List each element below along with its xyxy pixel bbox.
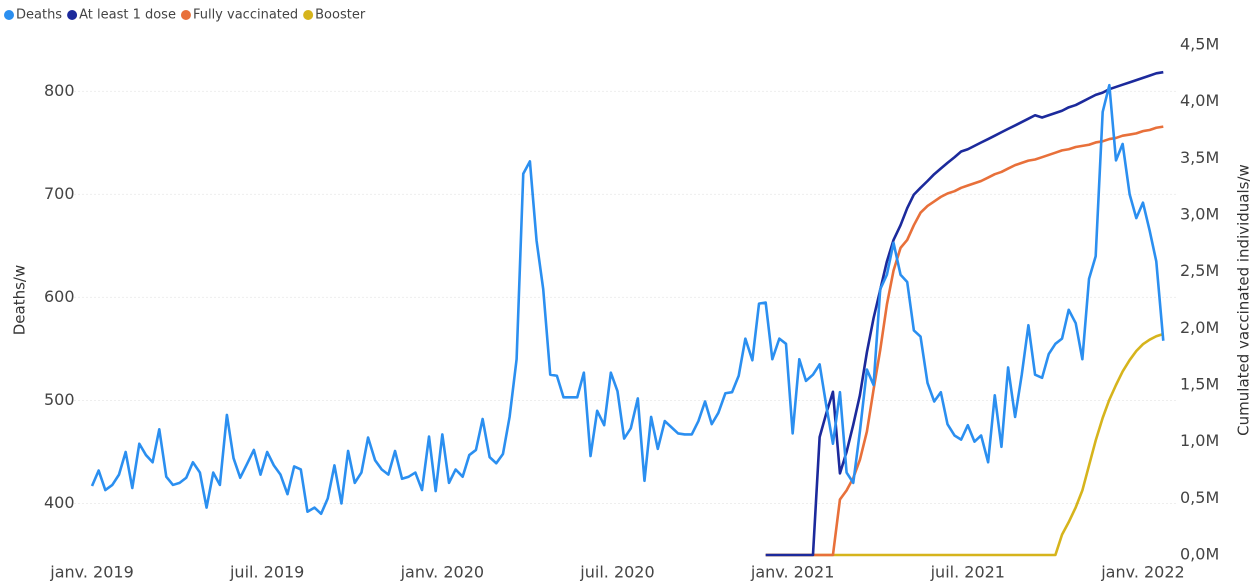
x-tick-label: janv. 2019 (49, 563, 134, 582)
series-line (90, 83, 1165, 516)
y2-tick-label: 2,0M (1180, 318, 1219, 337)
series-line (765, 70, 1164, 557)
legend-label: At least 1 dose (79, 8, 176, 23)
legend-marker (4, 10, 14, 20)
y2-tick-label: 3,5M (1180, 148, 1219, 167)
x-tick-label: juil. 2021 (930, 563, 1005, 582)
x-tick-label: juil. 2019 (229, 563, 304, 582)
series-line (765, 125, 1164, 557)
y-axis-title: Deaths/w (11, 265, 29, 336)
y2-tick-label: 4,5M (1180, 35, 1219, 54)
y2-tick-label: 1,0M (1180, 431, 1219, 450)
legend-marker (67, 10, 78, 20)
y2-tick-label: 0,0M (1180, 545, 1219, 564)
legend-marker (180, 10, 191, 20)
y2-tick-label: 0,5M (1180, 488, 1219, 507)
x-tick-label: janv. 2022 (1100, 563, 1185, 582)
legend-label: Deaths (16, 8, 62, 23)
series-line (765, 332, 1164, 557)
y-tick-label: 500 (44, 390, 75, 409)
y2-tick-label: 4,0M (1180, 91, 1219, 110)
y-tick-label: 600 (44, 287, 75, 306)
y-tick-label: 800 (44, 81, 75, 100)
y2-axis-title: Cumulated vaccinated individuals/w (1235, 164, 1253, 436)
legend-label: Booster (315, 8, 366, 23)
y2-tick-label: 1,5M (1180, 375, 1219, 394)
legend-label: Fully vaccinated (193, 8, 298, 23)
y-tick-label: 700 (44, 184, 75, 203)
x-tick-label: janv. 2020 (400, 563, 485, 582)
y2-tick-label: 2,5M (1180, 261, 1219, 280)
legend-marker (303, 10, 314, 20)
y-tick-label: 400 (44, 493, 75, 512)
y2-tick-label: 3,0M (1180, 205, 1219, 224)
x-tick-label: juil. 2020 (579, 563, 654, 582)
x-tick-label: janv. 2021 (750, 563, 835, 582)
